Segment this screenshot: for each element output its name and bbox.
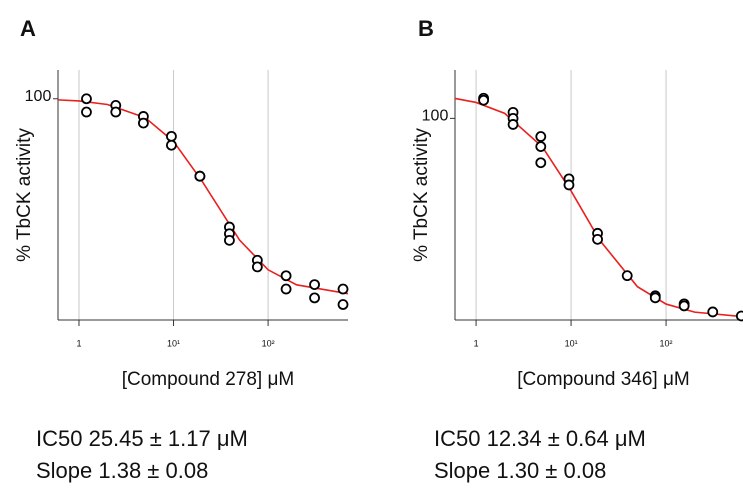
data-point [309,279,320,291]
data-point [337,299,349,310]
panel-title: B [418,16,434,41]
data-point [535,157,547,169]
data-point [280,283,292,295]
data-point [194,170,206,182]
data-point [81,93,92,105]
x-tick-label: 10² [262,338,275,348]
x-tick-label: 1 [76,338,81,348]
x-axis-label: [Compound 278] μM [122,369,295,390]
panel-title: A [20,16,36,41]
data-point [535,131,547,142]
fit-curve [57,99,349,295]
data-point [251,261,263,273]
annotation: IC50 12.34 ± 0.64 μM [434,426,646,451]
data-point [166,130,177,142]
x-tick-label: 10¹ [565,338,578,348]
data-point [224,234,235,246]
data-point [507,119,519,130]
annotation: Slope 1.30 ± 0.08 [434,458,606,483]
data-point [110,106,122,118]
data-point [166,139,177,151]
data-point [621,270,633,282]
x-axis-label: [Compound 346] μM [517,369,690,390]
annotation: Slope 1.38 ± 0.08 [36,458,208,483]
data-point [678,300,690,312]
data-point [137,117,149,129]
y-tick-label: 100 [422,108,449,125]
y-axis-label: % TbCK activity [411,128,432,262]
x-tick-label: 10² [660,338,673,348]
panel: A 1 10¹ 10² 100 [Compound 278] μM % TbCK activ… [14,16,349,483]
data-point [337,283,349,295]
y-tick-label: 100 [25,88,52,105]
data-point [649,292,661,304]
data-point [280,270,292,282]
data-point [535,141,547,153]
x-tick-label: 10¹ [167,338,180,348]
fit-curve [454,97,743,318]
y-axis-label: % TbCK activity [14,128,35,262]
data-point [707,306,719,318]
data-point [735,310,743,322]
data-point [81,106,92,118]
data-point [592,233,603,245]
data-point [309,292,320,304]
annotation: IC50 25.45 ± 1.17 μM [36,426,248,451]
data-point [563,179,575,191]
x-tick-label: 1 [474,338,479,348]
panel: B 1 10¹ 10² 100 [Compound 346] μM % TbCK activ… [411,16,743,483]
data-point [478,94,489,106]
